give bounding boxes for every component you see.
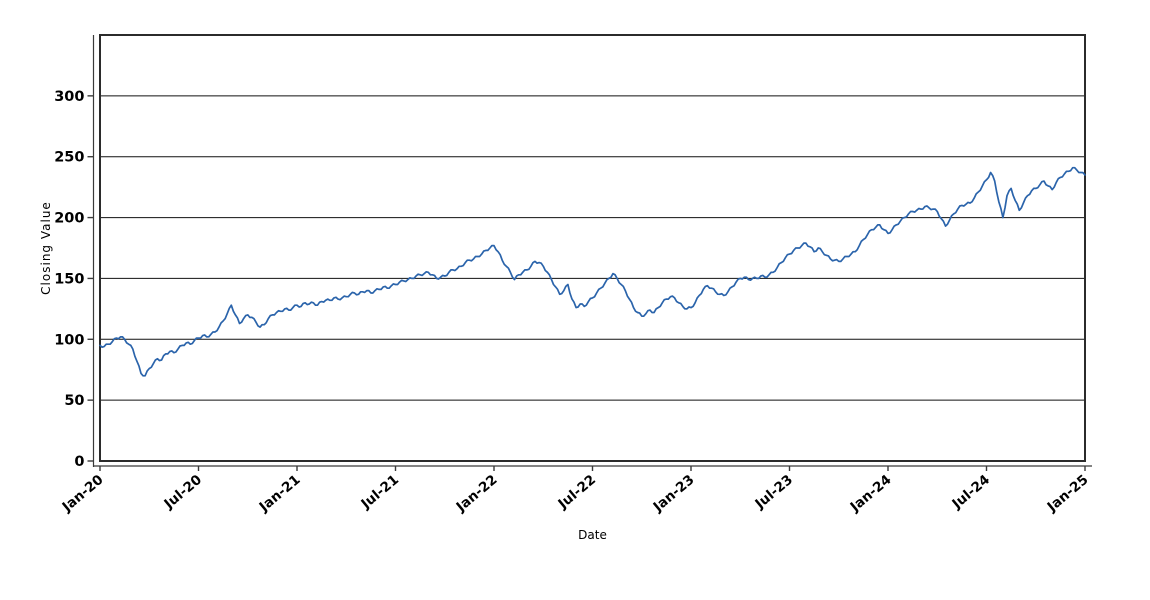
x-tick-label: Jan-21 [256, 472, 304, 516]
x-tick-label: Jul-23 [752, 472, 796, 513]
y-tick-label: 300 [54, 89, 84, 105]
series-line-closing-value [99, 166, 1086, 377]
x-axis-title: Date [578, 528, 607, 542]
plot-border [99, 34, 1086, 462]
x-tick-label: Jan-24 [847, 472, 895, 516]
x-tick-label: Jan-25 [1044, 472, 1092, 516]
y-tick-label: 100 [54, 332, 84, 348]
x-tick-label: Jul-21 [358, 472, 402, 513]
x-tick-label: Jan-23 [650, 472, 698, 516]
x-tick-label: Jul-22 [555, 472, 599, 513]
x-tick-label: Jul-24 [949, 472, 993, 513]
x-tick-label: Jan-22 [453, 472, 501, 516]
y-tick-label: 150 [54, 271, 84, 287]
x-tick-label: Jan-20 [59, 472, 107, 516]
x-tick-label: Jul-20 [161, 472, 205, 513]
y-tick-label: 200 [54, 211, 84, 227]
y-tick-label: 0 [74, 454, 84, 470]
y-axis-title: Closing Value [39, 201, 53, 295]
y-tick-label: 250 [54, 150, 84, 166]
y-tick-label: 50 [64, 393, 84, 409]
